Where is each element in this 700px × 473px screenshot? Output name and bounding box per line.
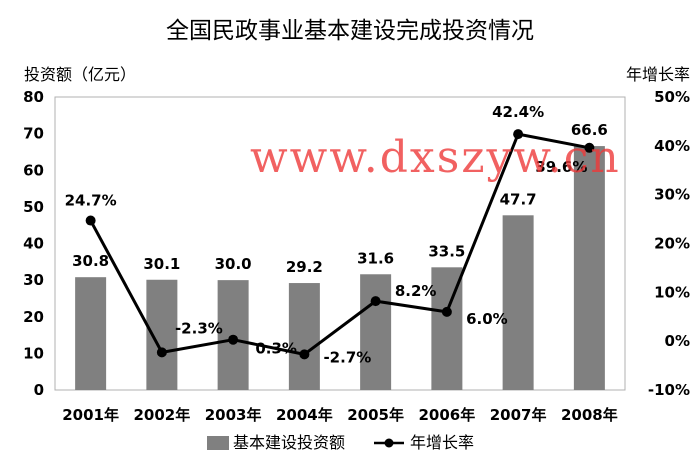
legend-line-label: 年增长率 <box>410 433 474 452</box>
bar-labels: 30.8 30.1 30.0 29.2 31.6 33.5 47.7 66.6 <box>72 121 608 276</box>
right-tick-label: -10% <box>648 381 690 399</box>
bar <box>360 274 392 390</box>
line-point <box>584 142 595 153</box>
line-value-label: -2.7% <box>323 348 371 366</box>
x-tick-label: 2003年 <box>205 406 262 424</box>
bar <box>75 277 107 390</box>
line-point <box>156 347 167 358</box>
left-tick-label: 50 <box>23 198 44 216</box>
growth-line <box>89 132 590 356</box>
bar-value-label: 30.0 <box>215 255 252 273</box>
right-tick-label: 40% <box>654 137 690 155</box>
x-tick-label: 2008年 <box>561 406 618 424</box>
x-tick-label: 2005年 <box>347 406 404 424</box>
right-tick-label: 0% <box>665 332 690 350</box>
line-value-label: 8.2% <box>395 282 437 300</box>
bar-value-label: 30.1 <box>143 255 180 273</box>
x-tick-label: 2007年 <box>490 406 547 424</box>
line-point <box>85 215 96 226</box>
left-axis-title: 投资额（亿元） <box>24 65 136 84</box>
left-tick-label: 60 <box>23 161 44 179</box>
left-tick-label: 20 <box>23 308 44 326</box>
left-tick-label: 80 <box>23 88 44 106</box>
bar-value-label: 47.7 <box>500 190 537 208</box>
left-tick-label: 70 <box>23 125 44 143</box>
bar-value-label: 33.5 <box>428 242 465 260</box>
left-tick-label: 0 <box>34 381 44 399</box>
chart-title: 全国民政事业基本建设完成投资情况 <box>166 18 534 44</box>
line-point <box>228 334 239 345</box>
line-point <box>299 349 310 360</box>
line-value-label: -2.3% <box>175 319 223 337</box>
line-series <box>85 129 595 360</box>
legend-bar-swatch <box>207 436 229 450</box>
right-axis: -10% 0% 10% 20% 30% 40% 50% <box>648 88 690 399</box>
right-tick-label: 30% <box>654 186 690 204</box>
bar-value-label: 30.8 <box>72 252 109 270</box>
right-tick-label: 20% <box>654 235 690 253</box>
bar-value-label: 66.6 <box>571 121 608 139</box>
left-tick-label: 30 <box>23 271 44 289</box>
x-tick-label: 2002年 <box>134 406 191 424</box>
line-value-label: 6.0% <box>466 310 508 328</box>
line-labels: 24.7% -2.3% 0.3% -2.7% 8.2% 6.0% 42.4% 39.6% <box>65 103 588 366</box>
watermark: www.dxszyw.cn <box>250 132 621 183</box>
line-value-label: 39.6% <box>535 158 587 176</box>
legend-line-marker <box>384 438 394 448</box>
line-value-label: 24.7% <box>65 192 117 210</box>
right-tick-label: 10% <box>654 283 690 301</box>
legend: 基本建设投资额 年增长率 <box>207 433 474 452</box>
right-tick-label: 50% <box>654 88 690 106</box>
x-axis: 2001年 2002年 2003年 2004年 2005年 2006年 2007年 2008年 <box>62 406 618 424</box>
x-tick-label: 2001年 <box>62 406 119 424</box>
bar <box>573 146 605 390</box>
line-point <box>441 306 452 317</box>
right-axis-title: 年增长率 <box>626 65 690 84</box>
line-value-label: 0.3% <box>255 340 297 358</box>
left-tick-label: 40 <box>23 235 44 253</box>
bar-value-label: 31.6 <box>357 249 394 267</box>
bar <box>502 215 534 390</box>
left-tick-label: 10 <box>23 344 44 362</box>
x-tick-label: 2004年 <box>276 406 333 424</box>
line-value-label: 42.4% <box>492 103 544 121</box>
line-point <box>370 296 381 307</box>
plot-area <box>54 96 626 391</box>
bar-value-label: 29.2 <box>286 258 323 276</box>
bar <box>288 283 320 390</box>
bar-series <box>75 146 605 390</box>
line-point <box>513 129 524 140</box>
legend-bar-label: 基本建设投资额 <box>233 433 345 452</box>
x-tick-label: 2006年 <box>419 406 476 424</box>
left-axis: 0 10 20 30 40 50 60 70 80 <box>23 88 44 399</box>
